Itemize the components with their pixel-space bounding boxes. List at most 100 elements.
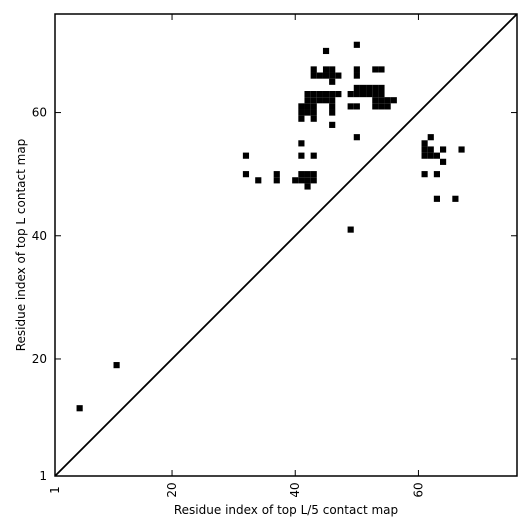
contact-point [304, 183, 311, 190]
contact-point [421, 171, 428, 178]
contact-point [242, 171, 250, 178]
contact-point [384, 97, 391, 104]
contact-point [421, 140, 428, 147]
contact-point [310, 97, 317, 104]
contact-point [427, 146, 434, 153]
contact-point [378, 84, 385, 91]
contact-point [273, 177, 280, 184]
contact-point [304, 177, 311, 184]
contact-point [310, 103, 317, 110]
contact-point [335, 91, 342, 98]
contact-point [433, 195, 440, 202]
contact-point [298, 177, 305, 184]
x-tick-label: 1 [48, 486, 62, 494]
contact-point [433, 171, 440, 178]
contact-point [304, 91, 311, 98]
contact-point [329, 78, 336, 85]
contact-point [347, 103, 354, 110]
contact-point [310, 115, 317, 122]
y-tick-label: 20 [32, 352, 47, 366]
contact-point [304, 103, 311, 110]
contact-point [440, 146, 447, 153]
contact-point [329, 97, 336, 104]
x-axis-title: Residue index of top L/5 contact map [174, 503, 398, 517]
contact-point [298, 152, 305, 159]
contact-point [433, 152, 440, 159]
contact-point [113, 362, 120, 369]
contact-point [353, 84, 360, 91]
contact-point [329, 91, 336, 98]
contact-point [421, 152, 428, 159]
contact-point [310, 66, 317, 73]
contact-point [298, 140, 305, 147]
contact-point [310, 109, 317, 116]
contact-point [378, 103, 385, 110]
contact-point [378, 66, 385, 73]
contact-point [366, 91, 373, 98]
contact-point [322, 47, 330, 55]
contact-point [310, 72, 317, 79]
contact-point [322, 97, 330, 104]
contact-point [329, 121, 336, 128]
contact-point [310, 171, 317, 178]
contact-point [427, 134, 434, 141]
contact-point [372, 97, 379, 104]
contact-point [347, 91, 354, 98]
contact-point [353, 72, 360, 79]
contact-point [353, 41, 360, 48]
contact-point [292, 177, 299, 184]
contact-point [242, 152, 250, 159]
contact-point [353, 103, 360, 110]
contact-point [76, 405, 83, 412]
plot-frame [54, 13, 518, 477]
contact-point [458, 146, 465, 153]
contact-point [427, 152, 434, 159]
contact-point [310, 177, 317, 184]
contact-point [378, 97, 385, 104]
contact-point [384, 103, 391, 110]
x-tick-label: 60 [411, 482, 425, 497]
x-tick-label: 40 [288, 482, 302, 497]
contact-point [353, 134, 360, 141]
contact-point [298, 171, 305, 178]
contact-point [310, 91, 317, 98]
contact-point [353, 66, 360, 73]
y-tick-label: 1 [39, 469, 47, 483]
y-tick-label: 40 [32, 229, 47, 243]
scatter-points [76, 41, 465, 412]
contact-point [310, 152, 317, 159]
contact-point [273, 171, 280, 178]
contact-point [372, 103, 379, 110]
contact-point [304, 109, 311, 116]
contact-point [329, 66, 336, 73]
y-axis-title: Residue index of top L contact map [14, 139, 28, 352]
contact-point [298, 115, 305, 122]
contact-point [298, 103, 305, 110]
contact-point [359, 84, 367, 91]
axis-ticks: 1 20 40 60 1 20 40 60 [32, 14, 517, 498]
contact-point [255, 177, 262, 184]
contact-point [304, 171, 311, 178]
contact-point [322, 72, 330, 79]
contact-point [329, 103, 336, 110]
contact-point [372, 84, 379, 91]
contact-point [390, 97, 397, 104]
contact-point [322, 66, 330, 73]
contact-point [347, 226, 354, 233]
contact-point [359, 91, 367, 98]
contact-point [329, 109, 336, 116]
contact-point [335, 72, 342, 79]
contact-point [440, 158, 447, 165]
contact-point [366, 84, 373, 91]
contact-point [452, 195, 459, 202]
contact-point [322, 91, 330, 98]
contact-point [316, 91, 323, 98]
contact-point [372, 91, 379, 98]
contact-point [329, 72, 336, 79]
contact-point [316, 72, 323, 79]
contact-point [372, 66, 379, 73]
contact-point [421, 146, 428, 153]
contact-point [304, 97, 311, 104]
x-tick-label: 20 [165, 482, 179, 497]
